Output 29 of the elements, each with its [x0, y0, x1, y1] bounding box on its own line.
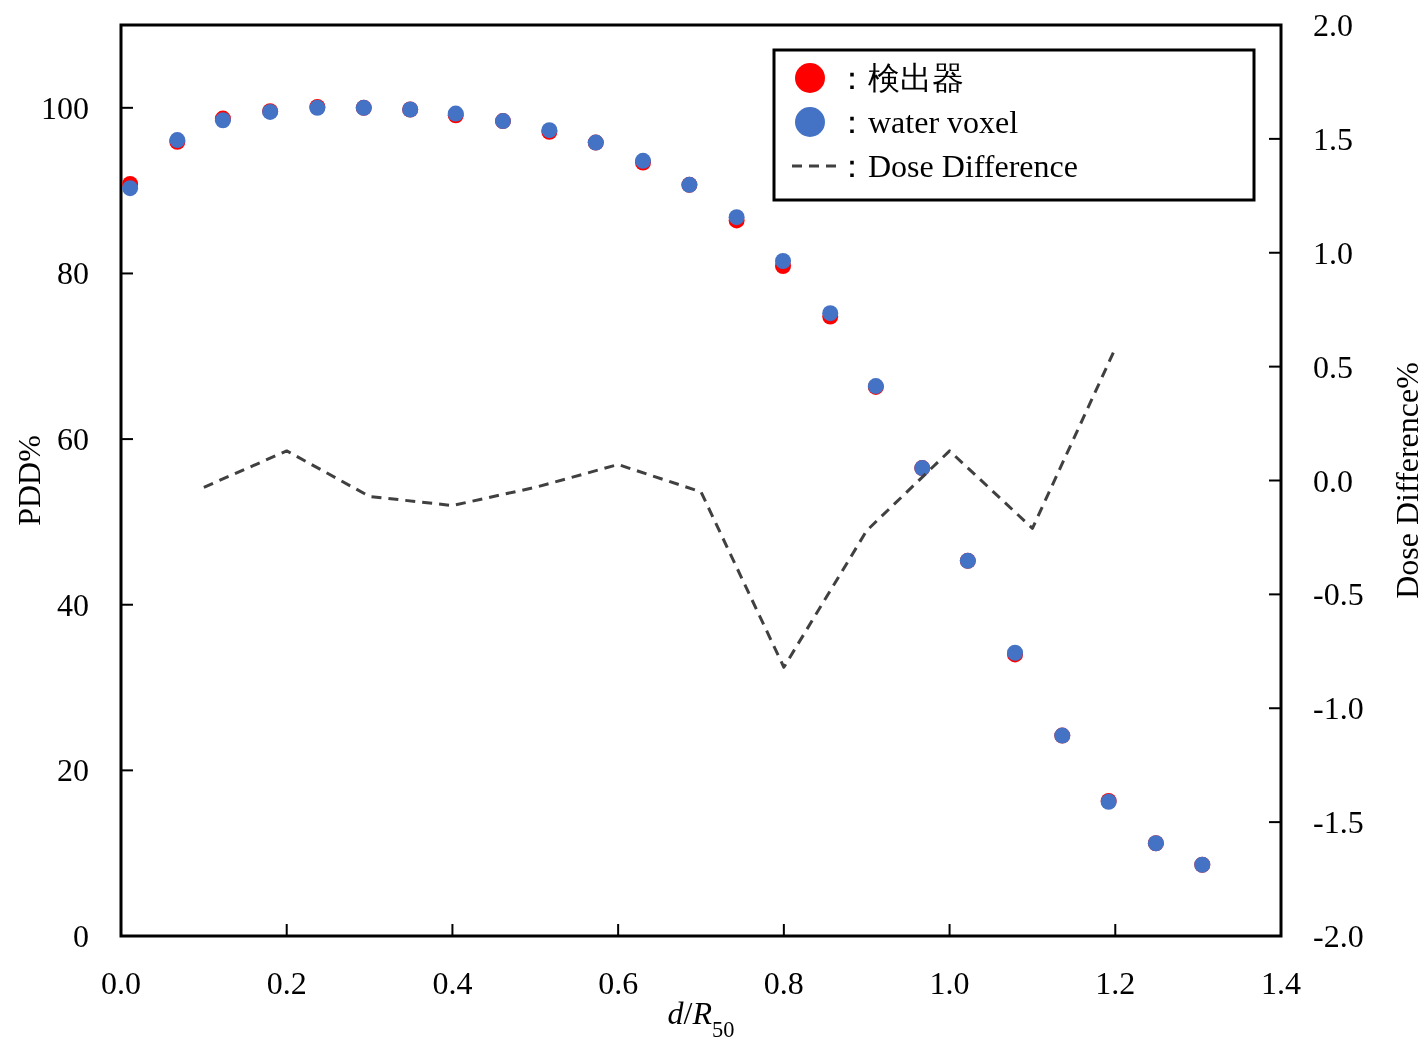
- x-tick-label: 1.0: [929, 965, 970, 1001]
- legend-label: ：検出器: [836, 60, 964, 96]
- y-tick-label: 0: [73, 918, 89, 954]
- legend-label: ：water voxel: [836, 104, 1019, 140]
- y2-tick-label: -1.0: [1313, 690, 1364, 727]
- x-tick-label: 0.6: [598, 965, 639, 1001]
- y-tick-label: 20: [57, 752, 89, 789]
- x-tick-label: 0.2: [266, 965, 307, 1001]
- x-tick-label: 1.2: [1095, 965, 1136, 1001]
- x-tick-label: 0.0: [101, 965, 141, 1001]
- y-tick-label: 80: [57, 255, 89, 292]
- y2-tick-label: 1.5: [1313, 120, 1353, 157]
- x-tick-label: 0.8: [763, 965, 804, 1001]
- y-tick-label: 40: [57, 586, 89, 623]
- y-tick-label: 100: [41, 89, 89, 126]
- y2-tick-label: 1.0: [1313, 234, 1353, 271]
- y2-tick-label: 0.0: [1313, 462, 1353, 499]
- y-tick-label: 60: [57, 421, 89, 458]
- y2-axis-title: Dose Difference%: [1389, 362, 1425, 599]
- y2-tick-label: 2.0: [1313, 7, 1353, 43]
- y-axis-title: PDD%: [11, 435, 47, 526]
- y2-tick-label: -1.5: [1313, 804, 1364, 841]
- x-tick-label: 1.4: [1261, 965, 1301, 1001]
- y2-tick-label: -0.5: [1313, 576, 1364, 613]
- y2-tick-label: 0.5: [1313, 348, 1353, 385]
- y2-tick-label: -2.0: [1313, 918, 1364, 954]
- x-axis-title: d/R$_{50}$: [667, 995, 735, 1042]
- legend-label: ：Dose Difference: [836, 148, 1078, 184]
- x-tick-label: 0.4: [432, 965, 473, 1001]
